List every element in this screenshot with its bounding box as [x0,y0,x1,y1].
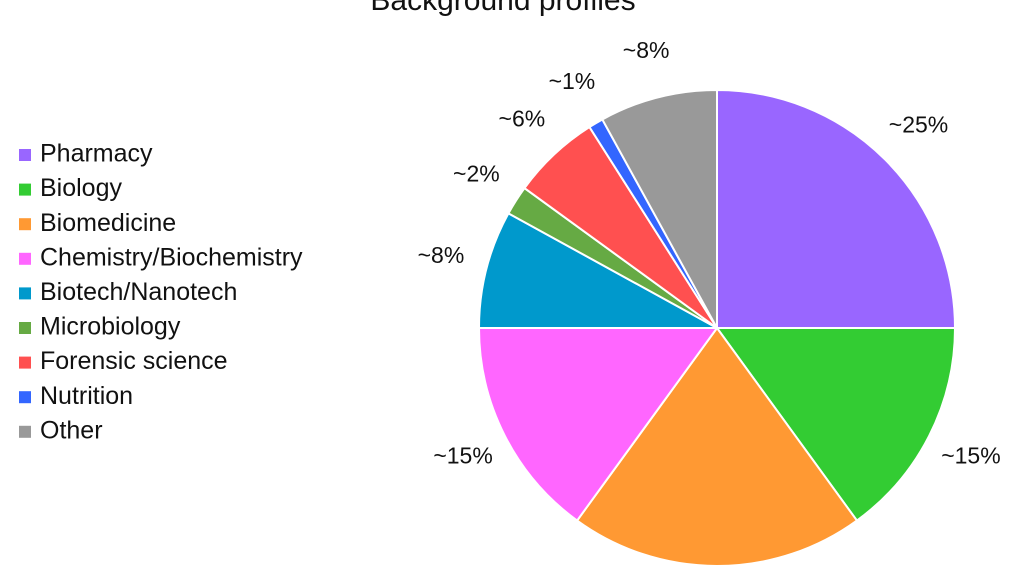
pie-slice [575,326,859,567]
legend-label: Chemistry/Biochemistry [40,243,303,271]
legend-swatch [19,322,31,334]
slice-label: ~25% [889,112,948,138]
legend-swatch [19,149,31,161]
legend-label: Nutrition [40,382,133,410]
pie-slice [715,327,957,522]
pie: ~25% ~15% ~15% ~8% ~2% ~6%~1% ~8% [418,37,1001,567]
legend-label: Microbiology [40,313,181,341]
legend-swatch [19,183,31,196]
legend-swatch [19,287,31,300]
legend-label: Biotech/Nanotech [40,278,237,306]
slice-label: ~8% [623,37,670,63]
slice-label: ~8% [418,242,465,268]
legend-swatch [19,356,31,369]
legend-label: Biology [40,174,122,202]
legend-swatch [19,218,31,231]
legend-label: Other [40,416,103,444]
legend-swatch [19,252,31,265]
slice-label: ~2% [453,160,500,186]
legend-swatch [19,425,31,438]
slice-label: ~6% [499,105,546,131]
legend: Pharmacy Biology Biomedicine Chemistry/Bioc… [19,140,303,444]
legend-label: Forensic science [40,347,228,375]
slice-label: ~1% [549,68,596,94]
chart-title: Background profiles [370,0,635,17]
pie-slice [477,211,718,329]
slice-label: ~15% [941,442,1000,468]
legend-swatch [19,391,31,404]
legend-label: Biomedicine [40,209,176,237]
pie-slice [477,327,719,522]
pie-slice [716,88,957,329]
pie-slice [600,88,718,329]
legend-label: Pharmacy [40,140,153,168]
slice-label: ~15% [433,442,492,468]
